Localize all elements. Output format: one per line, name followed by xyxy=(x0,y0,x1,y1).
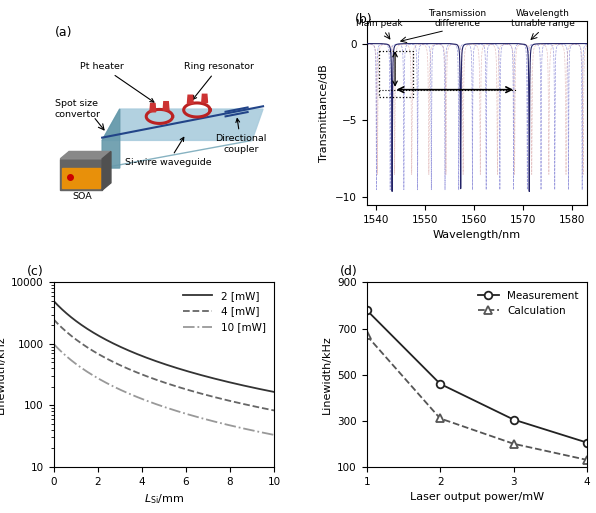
Text: (c): (c) xyxy=(27,265,44,278)
Polygon shape xyxy=(60,151,111,159)
Legend: 2 [mW], 4 [mW], 10 [mW]: 2 [mW], 4 [mW], 10 [mW] xyxy=(180,288,269,336)
Calculation xyxy=(583,457,591,463)
2 [mW] xyxy=(156,359,163,365)
10 [mW] xyxy=(50,341,57,347)
Calculation xyxy=(436,416,443,422)
10 [mW] xyxy=(271,432,278,438)
Polygon shape xyxy=(60,159,102,190)
4 [mW] xyxy=(169,382,176,388)
Line: 4 [mW]: 4 [mW] xyxy=(54,320,274,410)
X-axis label: $L_{\mathrm{Si}}$/mm: $L_{\mathrm{Si}}$/mm xyxy=(144,492,184,506)
Text: Main peak: Main peak xyxy=(356,19,402,28)
10 [mW] xyxy=(265,431,272,437)
X-axis label: Laser output power/mW: Laser output power/mW xyxy=(410,492,544,502)
Text: (b): (b) xyxy=(355,13,372,26)
Polygon shape xyxy=(102,141,252,168)
2 [mW] xyxy=(181,367,188,373)
Polygon shape xyxy=(63,168,100,188)
4 [mW] xyxy=(181,386,188,392)
4 [mW] xyxy=(156,378,163,384)
Y-axis label: Transmittance/dB: Transmittance/dB xyxy=(319,64,330,162)
Text: Ring resonator: Ring resonator xyxy=(184,62,254,100)
4 [mW] xyxy=(155,378,162,384)
Text: Pt heater: Pt heater xyxy=(80,62,154,102)
Measurement xyxy=(583,440,591,446)
Line: 2 [mW]: 2 [mW] xyxy=(54,301,274,392)
Line: Measurement: Measurement xyxy=(363,306,591,446)
Legend: Measurement, Calculation: Measurement, Calculation xyxy=(475,288,582,319)
10 [mW] xyxy=(181,410,188,417)
Text: Transmission
difference: Transmission difference xyxy=(428,9,486,28)
Text: Si-wire waveguide: Si-wire waveguide xyxy=(125,137,212,167)
Line: 10 [mW]: 10 [mW] xyxy=(54,344,274,435)
Text: Directional
coupler: Directional coupler xyxy=(215,119,266,154)
Polygon shape xyxy=(163,102,169,110)
Polygon shape xyxy=(102,151,111,190)
2 [mW] xyxy=(265,388,272,394)
Polygon shape xyxy=(102,109,263,141)
Text: Spot size
convertor: Spot size convertor xyxy=(55,99,101,119)
Text: SOA: SOA xyxy=(73,192,92,201)
Text: (a): (a) xyxy=(55,26,72,39)
Polygon shape xyxy=(202,94,207,103)
Polygon shape xyxy=(187,95,193,104)
2 [mW] xyxy=(155,359,162,365)
Text: Wavelength
tunable range: Wavelength tunable range xyxy=(511,9,575,28)
4 [mW] xyxy=(265,406,272,412)
4 [mW] xyxy=(271,407,278,413)
2 [mW] xyxy=(50,298,57,304)
2 [mW] xyxy=(169,364,176,370)
Polygon shape xyxy=(102,109,120,168)
Calculation xyxy=(510,441,517,447)
Calculation xyxy=(363,332,370,339)
10 [mW] xyxy=(231,423,238,429)
10 [mW] xyxy=(169,407,176,413)
2 [mW] xyxy=(231,380,238,386)
Measurement xyxy=(510,417,517,423)
Line: Calculation: Calculation xyxy=(363,331,591,464)
Y-axis label: Linewidth/kHz: Linewidth/kHz xyxy=(0,335,6,414)
X-axis label: Wavelength/nm: Wavelength/nm xyxy=(433,230,521,240)
Polygon shape xyxy=(150,104,156,112)
10 [mW] xyxy=(155,402,162,408)
Text: (d): (d) xyxy=(340,265,358,278)
2 [mW] xyxy=(271,389,278,395)
4 [mW] xyxy=(50,317,57,323)
10 [mW] xyxy=(156,402,163,408)
Measurement xyxy=(436,381,443,387)
Y-axis label: Linewidth/kHz: Linewidth/kHz xyxy=(322,335,332,414)
Measurement xyxy=(363,307,370,313)
4 [mW] xyxy=(231,399,238,405)
